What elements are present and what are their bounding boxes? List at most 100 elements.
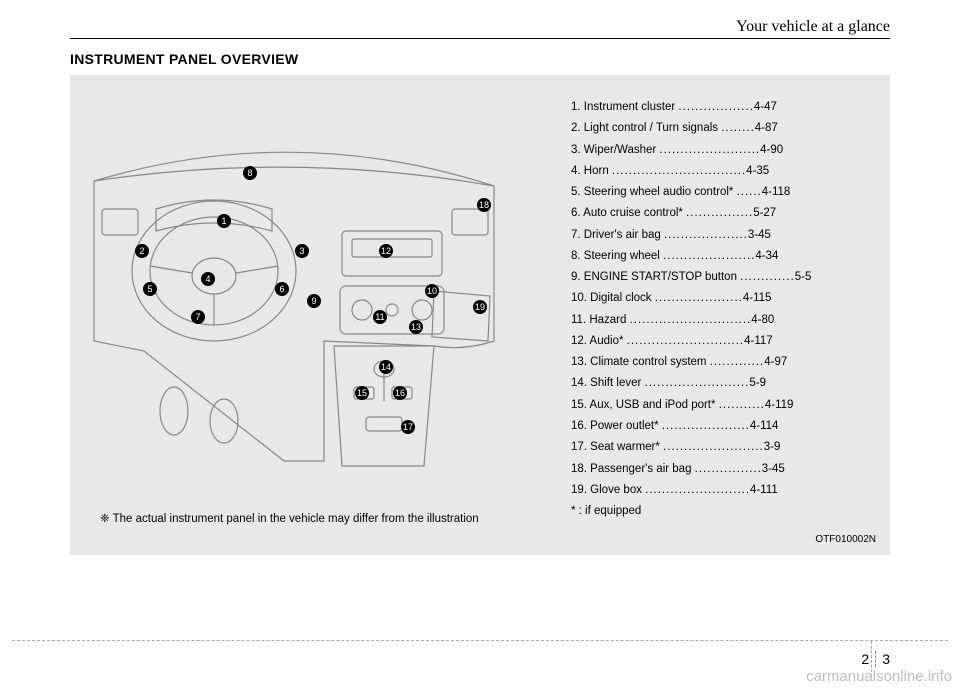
legend-item: 12. Audio* ............................4… [571,331,876,352]
page-number-left: 2 [861,651,876,667]
callout-7: 7 [191,310,205,324]
dot-leader: .................. [678,101,754,113]
figure-code: OTF010002N [815,534,876,545]
caption-text: The actual instrument panel in the vehic… [113,513,479,525]
dot-leader: ................................ [612,165,746,177]
svg-text:5: 5 [147,284,152,294]
callout-18: 18 [477,198,491,212]
legend-item: 2. Light control / Turn signals ........… [571,118,876,139]
svg-text:13: 13 [411,322,421,332]
dot-leader: ................ [686,207,753,219]
dot-leader: ........ [721,122,755,134]
callout-16: 16 [393,386,407,400]
legend-page: 5-5 [795,271,812,283]
legend-item: 11. Hazard .............................… [571,310,876,331]
svg-text:6: 6 [279,284,284,294]
page-footer: 23 [861,651,890,667]
legend-page: 4-35 [746,165,769,177]
dot-leader: ..................... [655,292,743,304]
dot-leader: .................... [664,229,748,241]
legend-page: 4-111 [750,484,778,496]
legend-page: 3-45 [762,463,785,475]
legend-item: 19. Glove box .........................4… [571,480,876,501]
svg-text:10: 10 [427,286,437,296]
dot-leader: ...................... [663,250,755,262]
svg-text:2: 2 [139,246,144,256]
svg-text:12: 12 [381,246,391,256]
legend-item: 14. Shift lever ........................… [571,373,876,394]
legend-item: 7. Driver's air bag ....................… [571,225,876,246]
legend-footnote: * : if equipped [571,501,876,522]
callout-11: 11 [373,310,387,324]
page-content: Your vehicle at a glance INSTRUMENT PANE… [70,18,890,639]
legend-page: 4-114 [750,420,779,432]
svg-text:9: 9 [311,296,316,306]
legend-page: 4-97 [764,356,787,368]
dot-leader: ..................... [662,420,750,432]
callout-10: 10 [425,284,439,298]
svg-text:1: 1 [221,216,226,226]
callout-15: 15 [355,386,369,400]
dot-leader: ........................ [659,144,760,156]
page-number-right: 3 [882,651,890,667]
legend-item: 3. Wiper/Washer ........................… [571,140,876,161]
legend-page: 4-34 [755,250,778,262]
svg-text:16: 16 [395,388,405,398]
legend-page: 3-45 [748,229,771,241]
svg-text:19: 19 [475,302,485,312]
legend-item: 5. Steering wheel audio control* ......4… [571,182,876,203]
callout-4: 4 [201,272,215,286]
legend-page: 5-27 [753,207,776,219]
dot-leader: ......................... [645,377,750,389]
svg-text:11: 11 [375,312,384,322]
legend-item: 9. ENGINE START/STOP button ............… [571,267,876,288]
callout-13: 13 [409,320,423,334]
callout-2: 2 [135,244,149,258]
legend-page: 4-80 [751,314,774,326]
svg-text:15: 15 [357,388,367,398]
callout-12: 12 [379,244,393,258]
dot-leader: ........................ [663,441,764,453]
callout-14: 14 [379,360,393,374]
dashboard-illustration: 12345678910111213141516171819 [84,91,504,481]
watermark: carmanualsonline.info [806,668,952,685]
legend-page: 4-115 [743,292,772,304]
svg-text:14: 14 [381,362,391,372]
cut-line-h [12,640,948,641]
dot-leader: ............. [740,271,795,283]
caption-prefix: ❈ [100,513,113,525]
legend-page: 4-117 [744,335,773,347]
svg-text:4: 4 [205,274,210,284]
callout-5: 5 [143,282,157,296]
svg-text:3: 3 [299,246,304,256]
callout-1: 1 [217,214,231,228]
dot-leader: ...... [737,186,762,198]
legend-item: 8. Steering wheel ......................… [571,246,876,267]
legend-page: 4-87 [755,122,778,134]
legend-page: 4-118 [762,186,791,198]
legend-item: 6. Auto cruise control* ................… [571,203,876,224]
legend-item: 10. Digital clock .....................4… [571,288,876,309]
dot-leader: ............................. [630,314,752,326]
svg-text:7: 7 [195,312,200,322]
dot-leader: ............. [710,356,765,368]
callout-8: 8 [243,166,257,180]
legend-page: 4-90 [760,144,783,156]
legend-page: 4-47 [754,101,777,113]
legend-item: 13. Climate control system .............… [571,352,876,373]
figure-caption: ❈ The actual instrument panel in the veh… [100,511,479,525]
callout-9: 9 [307,294,321,308]
legend-item: 1. Instrument cluster ..................… [571,97,876,118]
running-title: Your vehicle at a glance [736,18,890,35]
legend-item: 18. Passenger's air bag ................… [571,459,876,480]
callout-3: 3 [295,244,309,258]
svg-text:17: 17 [403,422,413,432]
dot-leader: ................ [695,463,762,475]
running-header: Your vehicle at a glance [70,18,890,39]
section-title: INSTRUMENT PANEL OVERVIEW [70,51,890,67]
legend-page: 4-119 [765,399,794,411]
legend-item: 16. Power outlet* .....................4… [571,416,876,437]
legend-list: 1. Instrument cluster ..................… [571,97,876,522]
legend-page: 3-9 [764,441,781,453]
legend-page: 5-9 [749,377,766,389]
